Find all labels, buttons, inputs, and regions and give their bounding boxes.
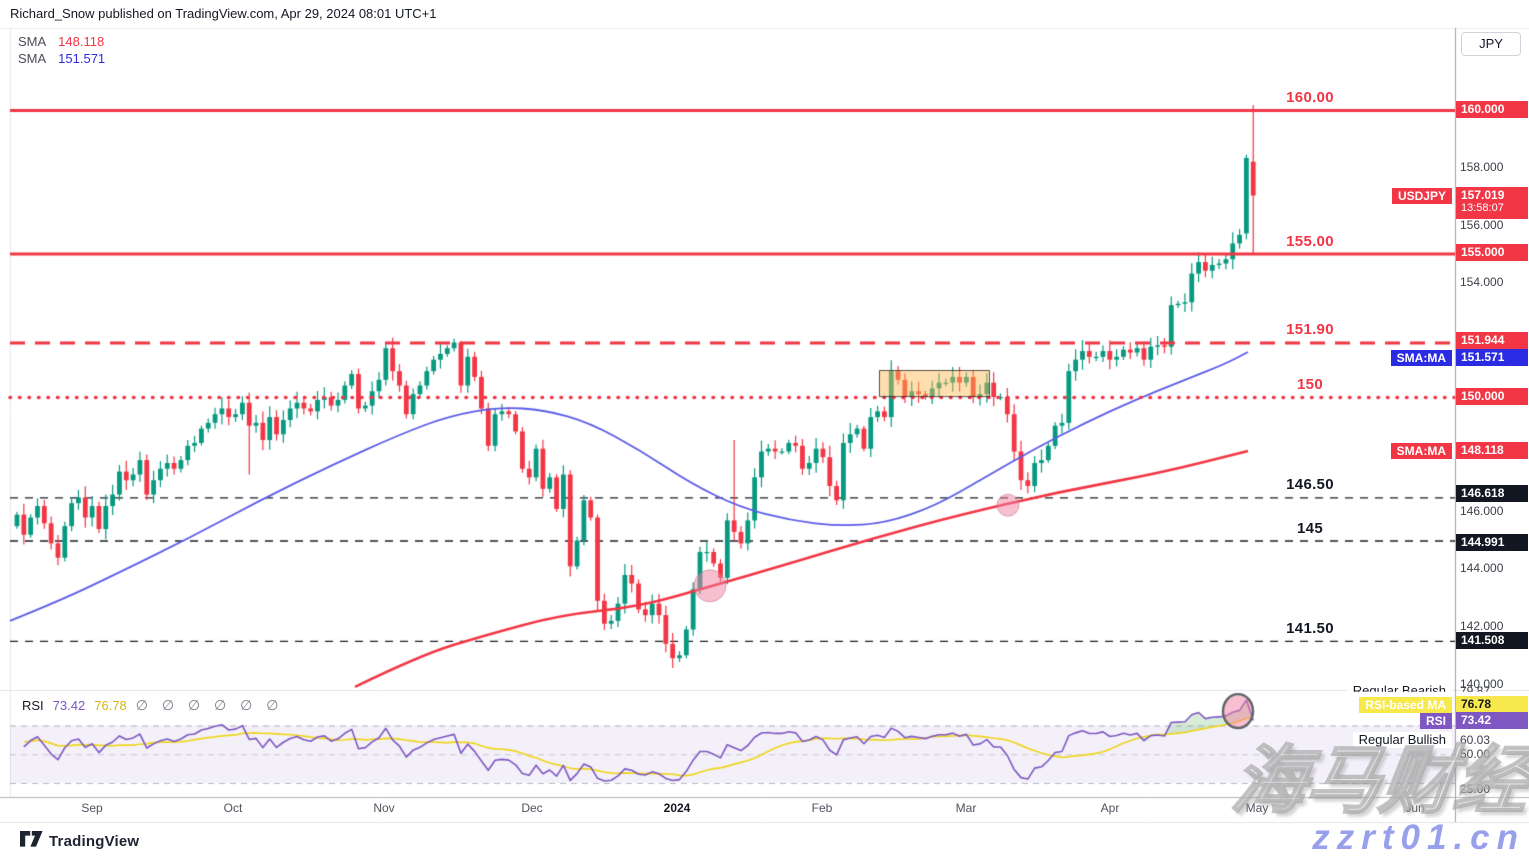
price-axis-label-25.00: 25.00 <box>1460 782 1491 796</box>
time-axis-label-sep: Sep <box>81 801 103 815</box>
level-label-146-50[interactable]: 146.50 <box>1286 476 1334 494</box>
level-label-145[interactable]: 145 <box>1297 519 1323 537</box>
floating-label-rsi-based-ma: RSI-based MA <box>1359 697 1452 713</box>
time-axis-label-may: May <box>1245 801 1269 815</box>
rsi-legend[interactable]: RSI 73.42 76.78 ∅ ∅ ∅ ∅ ∅ ∅ <box>22 697 292 714</box>
price-axis-badge-150.000: 150.000 <box>1456 388 1528 405</box>
time-axis-label-mar: Mar <box>955 801 977 815</box>
floating-label-regular-bullish: Regular Bullish <box>1352 732 1452 748</box>
level-label-150[interactable]: 150 <box>1297 376 1323 393</box>
floating-label-sma-ma: SMA:MA <box>1390 443 1452 459</box>
level-label-155-00[interactable]: 155.00 <box>1286 232 1334 250</box>
price-axis-label-154.000: 154.000 <box>1460 275 1504 289</box>
price-axis-badge-146.618: 146.618 <box>1456 485 1528 502</box>
price-axis-badge-141.508: 141.508 <box>1456 632 1528 649</box>
sma-legend-slow-label: SMA <box>18 51 47 66</box>
rsi-legend-value: 73.42 <box>52 698 86 713</box>
time-axis-label-oct: Oct <box>223 801 243 815</box>
price-axis-label-79.87: 79.87 <box>1460 684 1491 698</box>
price-axis-label-142.000: 142.000 <box>1460 619 1504 633</box>
chart-attribution: Richard_Snow published on TradingView.co… <box>10 6 437 21</box>
time-axis-label-feb: Feb <box>811 801 833 815</box>
tradingview-brand-text: TradingView <box>49 833 140 850</box>
price-axis-label-50.00: 50.00 <box>1460 747 1491 761</box>
time-axis-label-2024: 2024 <box>663 801 691 815</box>
time-axis-label-dec: Dec <box>521 801 543 815</box>
level-label-151-90[interactable]: 151.90 <box>1286 321 1334 339</box>
floating-label-sma-ma: SMA:MA <box>1390 350 1452 366</box>
sma-legend-fast[interactable]: SMA 148.118 <box>18 34 104 49</box>
price-axis-badge-148.118: 148.118 <box>1456 442 1528 459</box>
sma-legend-slow[interactable]: SMA 151.571 <box>18 51 105 66</box>
price-axis-label-156.000: 156.000 <box>1460 218 1504 232</box>
floating-label-regular-bearish: Regular Bearish <box>1346 683 1452 692</box>
time-axis-label-jun: Jun <box>1405 801 1425 815</box>
price-axis-badge-151.944: 151.944 <box>1456 332 1528 349</box>
price-axis-label-60.03: 60.03 <box>1460 733 1491 747</box>
sma-legend-fast-value: 148.118 <box>58 34 105 49</box>
level-label-160-00[interactable]: 160.00 <box>1286 89 1334 106</box>
sma-legend-slow-value: 151.571 <box>58 51 106 66</box>
price-axis-badge-155.000: 155.000 <box>1456 244 1528 261</box>
floating-label-rsi: RSI <box>1419 713 1452 729</box>
rsi-legend-empty-slots: ∅ ∅ ∅ ∅ ∅ ∅ <box>135 697 284 713</box>
price-axis-badge-76.78: 76.78 <box>1456 696 1528 713</box>
price-axis-label-144.000: 144.000 <box>1460 561 1504 575</box>
price-axis-badge-151.571: 151.571 <box>1456 349 1528 366</box>
time-axis-label-apr: Apr <box>1100 801 1120 815</box>
level-label-141-50[interactable]: 141.50 <box>1286 619 1334 637</box>
price-axis-label-158.000: 158.000 <box>1460 160 1504 174</box>
price-axis-badge-144.991: 144.991 <box>1456 534 1528 551</box>
tradingview-brand[interactable]: TradingView <box>20 831 139 852</box>
time-axis-label-nov: Nov <box>373 801 395 815</box>
price-axis-label-140.000: 140.000 <box>1460 677 1504 691</box>
tradingview-logo-icon <box>20 831 43 852</box>
price-axis-label-146.000: 146.000 <box>1460 504 1504 518</box>
sma-legend-fast-label: SMA <box>18 34 47 49</box>
rsi-legend-label: RSI <box>22 698 44 713</box>
floating-label-usdjpy: USDJPY <box>1391 188 1452 204</box>
price-axis-badge-160.000: 160.000 <box>1456 101 1528 118</box>
last-price-badge: 157.019 13:58:07 <box>1456 187 1528 219</box>
price-axis-badge-73.42: 73.42 <box>1456 712 1528 729</box>
currency-unit-button[interactable]: JPY <box>1461 32 1521 56</box>
rsi-ma-legend-value: 76.78 <box>94 698 127 713</box>
